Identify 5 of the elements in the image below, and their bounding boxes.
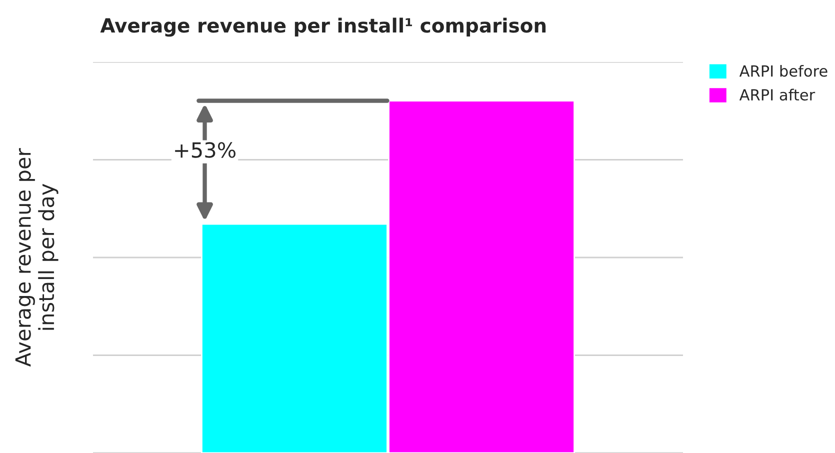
- y-axis-title: Average revenue per install per day: [15, 148, 58, 367]
- chart-title: Average revenue per install¹ comparison: [100, 18, 546, 37]
- annotation: +53%: [175, 142, 236, 158]
- legend-label: ARPI before: [739, 64, 828, 77]
- legend-label: ARPI after: [739, 88, 816, 101]
